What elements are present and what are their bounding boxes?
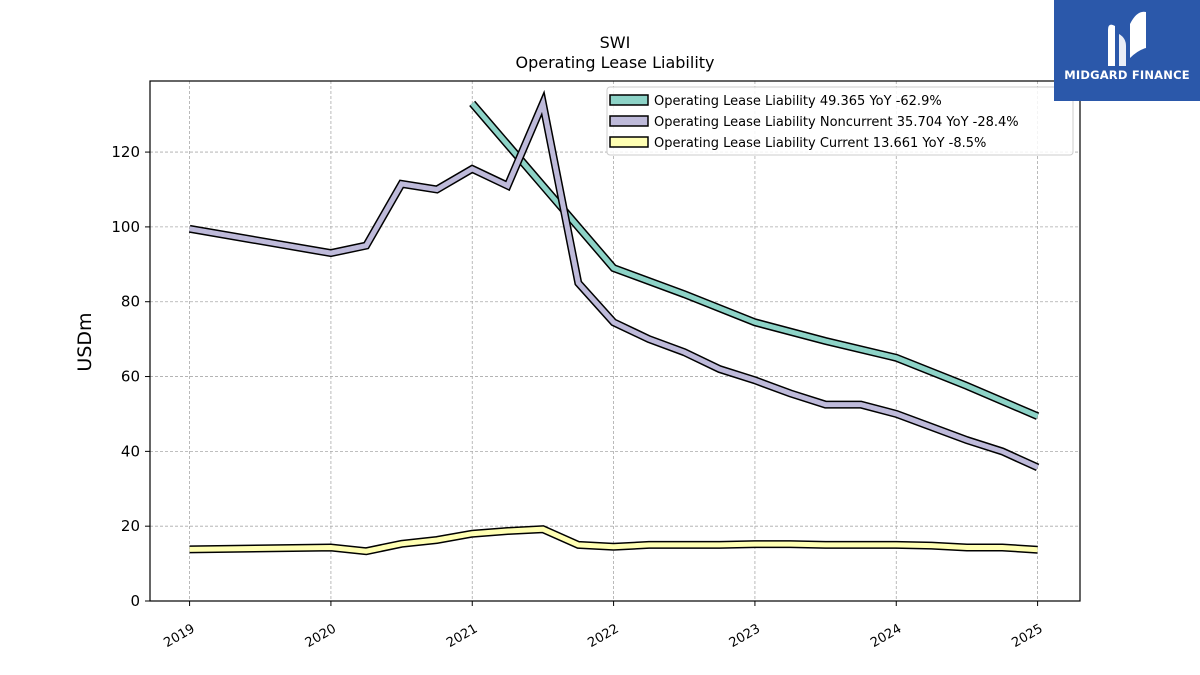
brand-logo: MIDGARD FINANCE [1054, 0, 1200, 101]
chart-title: SWI [600, 33, 631, 52]
series-2 [189, 525, 1038, 556]
tick-label-x: 2021 [444, 621, 480, 651]
tick-label-y: 0 [130, 592, 140, 610]
series-layer [188, 89, 1040, 556]
tick-label-y: 60 [121, 368, 140, 386]
logo-mark-icon [1108, 11, 1146, 66]
logo-text: MIDGARD FINANCE [1064, 68, 1190, 82]
series-line [189, 94, 1039, 470]
legend-label: Operating Lease Liability Current 13.661… [654, 136, 986, 151]
chart-subtitle: Operating Lease Liability [515, 53, 714, 72]
y-axis-label: USDm [74, 312, 96, 371]
grid [150, 81, 1080, 602]
tick-label-y: 120 [111, 143, 140, 161]
tick-label-y: 20 [121, 517, 140, 535]
legend-swatch [609, 136, 649, 148]
legend-label: Operating Lease Liability Noncurrent 35.… [654, 115, 1019, 130]
legend-swatch [609, 94, 649, 106]
ticks: 0 20 40 60 80 100 120 2019 2020 2021 2022 2023 2024 2… [111, 143, 1045, 651]
tick-label-y: 80 [121, 293, 140, 311]
tick-label-x: 2024 [868, 621, 904, 651]
legend-box [606, 86, 1074, 156]
tick-label-y: 100 [111, 218, 140, 236]
legend: Operating Lease Liability 49.365 YoY -62… [606, 86, 1074, 156]
tick-label-x: 2023 [727, 621, 763, 651]
tick-label-y: 40 [121, 442, 140, 460]
legend-label: Operating Lease Liability 49.365 YoY -62… [654, 94, 942, 109]
tick-label-x: 2019 [161, 621, 197, 651]
legend-swatch [609, 115, 649, 127]
tick-label-x: 2025 [1009, 621, 1045, 651]
tick-label-x: 2020 [303, 621, 339, 651]
plot-area [149, 80, 1081, 602]
tick-label-x: 2022 [585, 621, 621, 651]
series-1 [188, 89, 1040, 472]
series-line [189, 526, 1038, 554]
